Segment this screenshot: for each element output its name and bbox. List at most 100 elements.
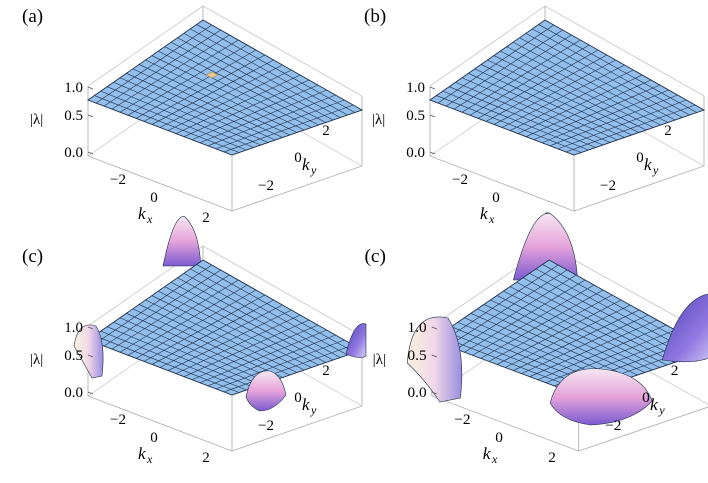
z-tick-label: 1.0 [406, 80, 425, 96]
kx-axis-label: k [480, 204, 488, 223]
ky-axis-label: k [644, 155, 652, 174]
panel-label: (c) [22, 246, 43, 267]
ky-tick-label: 0 [294, 150, 302, 166]
box-top-back [87, 245, 363, 337]
center-defect [205, 71, 219, 79]
surface [429, 19, 706, 156]
z-tick-mark [87, 86, 94, 90]
mesh-line-u [538, 24, 697, 113]
z-tick-mark [431, 326, 437, 330]
mesh-line-v [207, 334, 336, 387]
z-tick-label: 0.0 [408, 384, 427, 401]
bump-front [549, 368, 653, 426]
ky-tick-label: 2 [664, 123, 672, 139]
kx-tick-label: 0 [150, 190, 158, 206]
bump-left [73, 324, 104, 379]
bump-right [345, 323, 367, 358]
bump-back [162, 216, 202, 267]
ky-axis-sub: y [310, 163, 317, 177]
surface [87, 259, 364, 396]
z-tick-label: 0.5 [64, 108, 83, 124]
ky-tick-label: 2 [671, 362, 679, 379]
mesh-line-u [190, 268, 348, 356]
z-axis-label: |λ| [30, 112, 43, 128]
kx-tick-label: 2 [202, 450, 210, 466]
kx-axis-sub: x [491, 452, 498, 466]
kx-axis-sub: x [146, 452, 153, 466]
kx-axis-label: k [483, 444, 491, 463]
panel-label: (b) [364, 6, 386, 27]
z-tick-mark [431, 391, 437, 395]
mesh-line-v [215, 99, 345, 150]
ky-axis-label: k [650, 395, 658, 414]
z-tick-mark [87, 326, 94, 330]
box-floor-front [87, 155, 363, 212]
z-axis-label: |λ| [30, 352, 43, 368]
bump-right [661, 293, 708, 363]
z-tick-label: 0.0 [64, 385, 83, 401]
panel-label: (c) [364, 246, 386, 267]
kx-axis-label: k [138, 444, 146, 463]
kx-tick-label: −2 [452, 172, 468, 188]
z-tick-mark [429, 86, 436, 90]
mesh-line-v [557, 99, 687, 150]
kx-tick-label: −2 [454, 411, 470, 428]
bounding-box [429, 5, 705, 212]
mesh-line-v [223, 104, 354, 153]
ky-axis-sub: y [657, 403, 665, 417]
mesh-line-u [532, 28, 690, 116]
kx-axis-sub: x [488, 212, 495, 226]
panel-label: (a) [22, 6, 43, 27]
z-tick-label: 0.0 [406, 145, 425, 161]
kx-tick-label: 0 [150, 430, 158, 446]
mesh-line-v [565, 104, 696, 153]
z-tick-label: 1.0 [408, 319, 427, 336]
z-tick-mark [431, 354, 437, 358]
z-tick-mark [429, 151, 436, 155]
ky-tick-label: −2 [258, 178, 274, 194]
bump-left [406, 316, 463, 403]
ky-axis-sub: y [310, 403, 317, 417]
z-axis-label: |λ| [372, 112, 385, 128]
kx-tick-label: 0 [495, 429, 503, 446]
mesh-line-v [215, 339, 345, 390]
bump-front [245, 370, 287, 412]
ky-tick-label: 0 [294, 390, 302, 406]
ky-tick-label: −2 [600, 178, 616, 194]
ky-tick-label: 0 [642, 389, 650, 406]
surface [87, 19, 364, 156]
ky-tick-label: 0 [636, 150, 644, 166]
z-tick-mark [429, 114, 436, 118]
mesh-line-u [190, 28, 348, 116]
mesh-line-u [196, 24, 355, 113]
bump-back [512, 213, 578, 281]
kx-axis-sub: x [146, 212, 153, 226]
mesh-line-u [196, 264, 355, 353]
kx-tick-label: 0 [492, 190, 500, 206]
ky-tick-label: −2 [605, 417, 621, 434]
kx-tick-label: −2 [110, 172, 126, 188]
mesh-line-v [549, 94, 678, 147]
kx-axis-label: k [138, 204, 146, 223]
z-tick-mark [87, 391, 94, 395]
z-tick-label: 1.0 [64, 80, 83, 96]
z-tick-mark [87, 151, 94, 155]
z-tick-label: 0.0 [64, 145, 83, 161]
z-tick-label: 1.0 [64, 320, 83, 336]
z-tick-label: 0.5 [406, 108, 425, 124]
ky-axis-label: k [302, 155, 310, 174]
ky-axis-label: k [302, 395, 310, 414]
z-axis-label: |λ| [373, 351, 387, 368]
box-top-back [87, 5, 363, 97]
z-tick-mark [87, 354, 94, 358]
z-tick-mark [87, 114, 94, 118]
kx-tick-label: 2 [548, 449, 556, 466]
z-tick-label: 0.5 [64, 348, 83, 364]
kx-tick-label: −2 [110, 412, 126, 428]
ky-axis-sub: y [652, 163, 659, 177]
